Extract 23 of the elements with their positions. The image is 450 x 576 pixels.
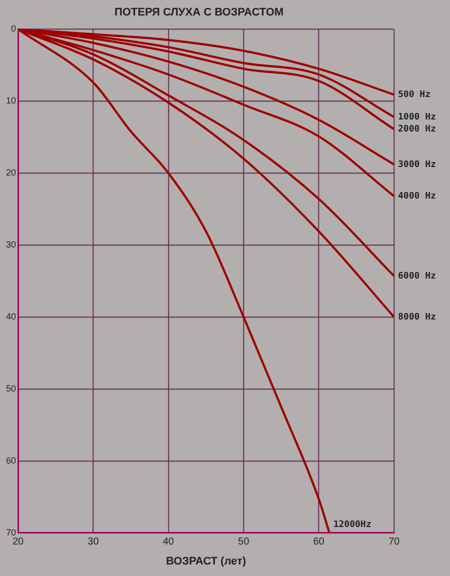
x-tick-label: 30: [88, 536, 100, 548]
series-label: 500 Hz: [398, 90, 431, 100]
y-tick-label: 30: [6, 240, 16, 250]
series-label: 6000 Hz: [398, 271, 436, 282]
x-tick-label: 60: [313, 536, 325, 548]
series-label: 3000 Hz: [398, 160, 436, 170]
y-tick-label: 50: [6, 383, 16, 394]
series-label: 4000 Hz: [398, 191, 436, 202]
y-tick-label: 70: [6, 527, 16, 538]
y-tick-label: 60: [6, 455, 16, 466]
chart-title: ПОТЕРЯ СЛУХА С ВОЗРАСТОМ: [114, 6, 284, 19]
x-tick-label: 40: [162, 536, 174, 548]
x-tick-label: 70: [388, 536, 400, 548]
y-tick-label: 20: [6, 168, 16, 178]
y-tick-label: 0: [10, 24, 16, 34]
y-tick-label: 10: [6, 96, 16, 106]
y-tick-label: 40: [6, 311, 16, 322]
x-tick-label: 50: [238, 536, 250, 548]
series-label: 1000 Hz: [398, 112, 436, 122]
series-label: 8000 Hz: [398, 312, 436, 322]
x-axis-title: ВОЗРАСТ (лет): [166, 555, 246, 568]
series-label: 12000Hz: [333, 520, 372, 530]
series-label: 2000 Hz: [398, 124, 436, 135]
